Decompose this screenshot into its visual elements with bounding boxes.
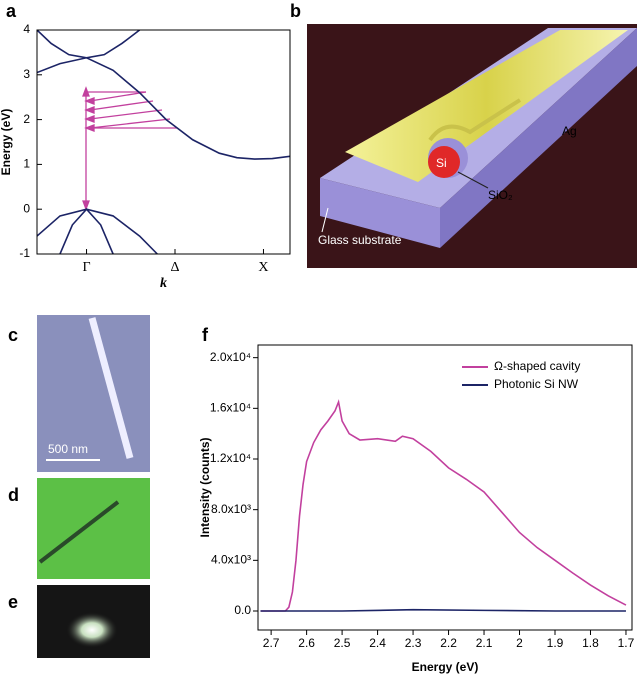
schematic-label: Glass substrate	[318, 233, 402, 247]
data-line	[59, 208, 114, 254]
x-tick-label: 2.2	[440, 636, 457, 650]
y-tick-label: 2.0x10⁴	[210, 350, 251, 364]
x-tick-label: 2.3	[405, 636, 422, 650]
x-axis-label: Energy (eV)	[412, 660, 479, 674]
y-tick-label: 1.6x10⁴	[210, 401, 251, 415]
panel-label: d	[8, 485, 19, 505]
x-tick-label: 2	[516, 636, 523, 650]
x-tick-label: 2.6	[298, 636, 315, 650]
data-line	[260, 399, 627, 612]
x-tick-label: 1.8	[582, 636, 599, 650]
x-tick-label: 2.7	[263, 636, 280, 650]
scale-bar-label: 500 nm	[48, 442, 88, 456]
panel-label: e	[8, 592, 18, 612]
x-tick-label: 1.9	[547, 636, 564, 650]
plot-frame	[257, 344, 633, 631]
y-tick-label: 1	[23, 157, 30, 171]
data-line	[37, 56, 290, 160]
x-tick-label: X	[258, 260, 268, 275]
panel-label: b	[290, 1, 301, 21]
plot-frame	[36, 29, 291, 255]
x-tick-label: 2.5	[334, 636, 351, 650]
y-axis-label: Intensity (counts)	[198, 437, 212, 537]
x-tick-label: 2.1	[476, 636, 493, 650]
y-tick-label: 2	[23, 112, 30, 126]
x-tick-label: Δ	[170, 260, 179, 275]
panel-label: f	[202, 325, 209, 345]
y-tick-label: 4	[23, 22, 30, 36]
y-axis-label: Energy (eV)	[0, 109, 13, 176]
x-axis-label: k	[160, 276, 167, 291]
micrographs: 500 nm	[37, 315, 150, 658]
y-tick-label: 0	[23, 201, 30, 215]
y-tick-label: -1	[19, 246, 30, 260]
y-tick-label: 0.0	[234, 603, 251, 617]
data-line	[37, 30, 141, 59]
schematic-label: SiO₂	[488, 188, 513, 202]
panel-label: c	[8, 325, 18, 345]
y-tick-label: 1.2x10⁴	[210, 451, 251, 465]
y-tick-label: 3	[23, 67, 30, 81]
panel-label: a	[6, 1, 17, 21]
data-line	[260, 608, 626, 612]
y-tick-label: 8.0x10³	[211, 502, 251, 516]
data-line	[37, 208, 158, 254]
plot-area	[260, 399, 627, 612]
x-tick-label: Γ	[82, 260, 90, 275]
legend-label: Photonic Si NW	[494, 377, 579, 391]
schematic-label: Ag	[562, 124, 577, 138]
x-tick-label: 1.7	[618, 636, 635, 650]
y-tick-label: 4.0x10³	[211, 553, 251, 567]
legend-label: Ω-shaped cavity	[494, 359, 580, 373]
transition-arrows	[82, 86, 177, 211]
x-tick-label: 2.4	[369, 636, 386, 650]
plot-area	[37, 30, 290, 254]
schematic: Ag Si SiO₂ Glass substrate	[307, 24, 637, 268]
schematic-label: Si	[436, 156, 447, 170]
